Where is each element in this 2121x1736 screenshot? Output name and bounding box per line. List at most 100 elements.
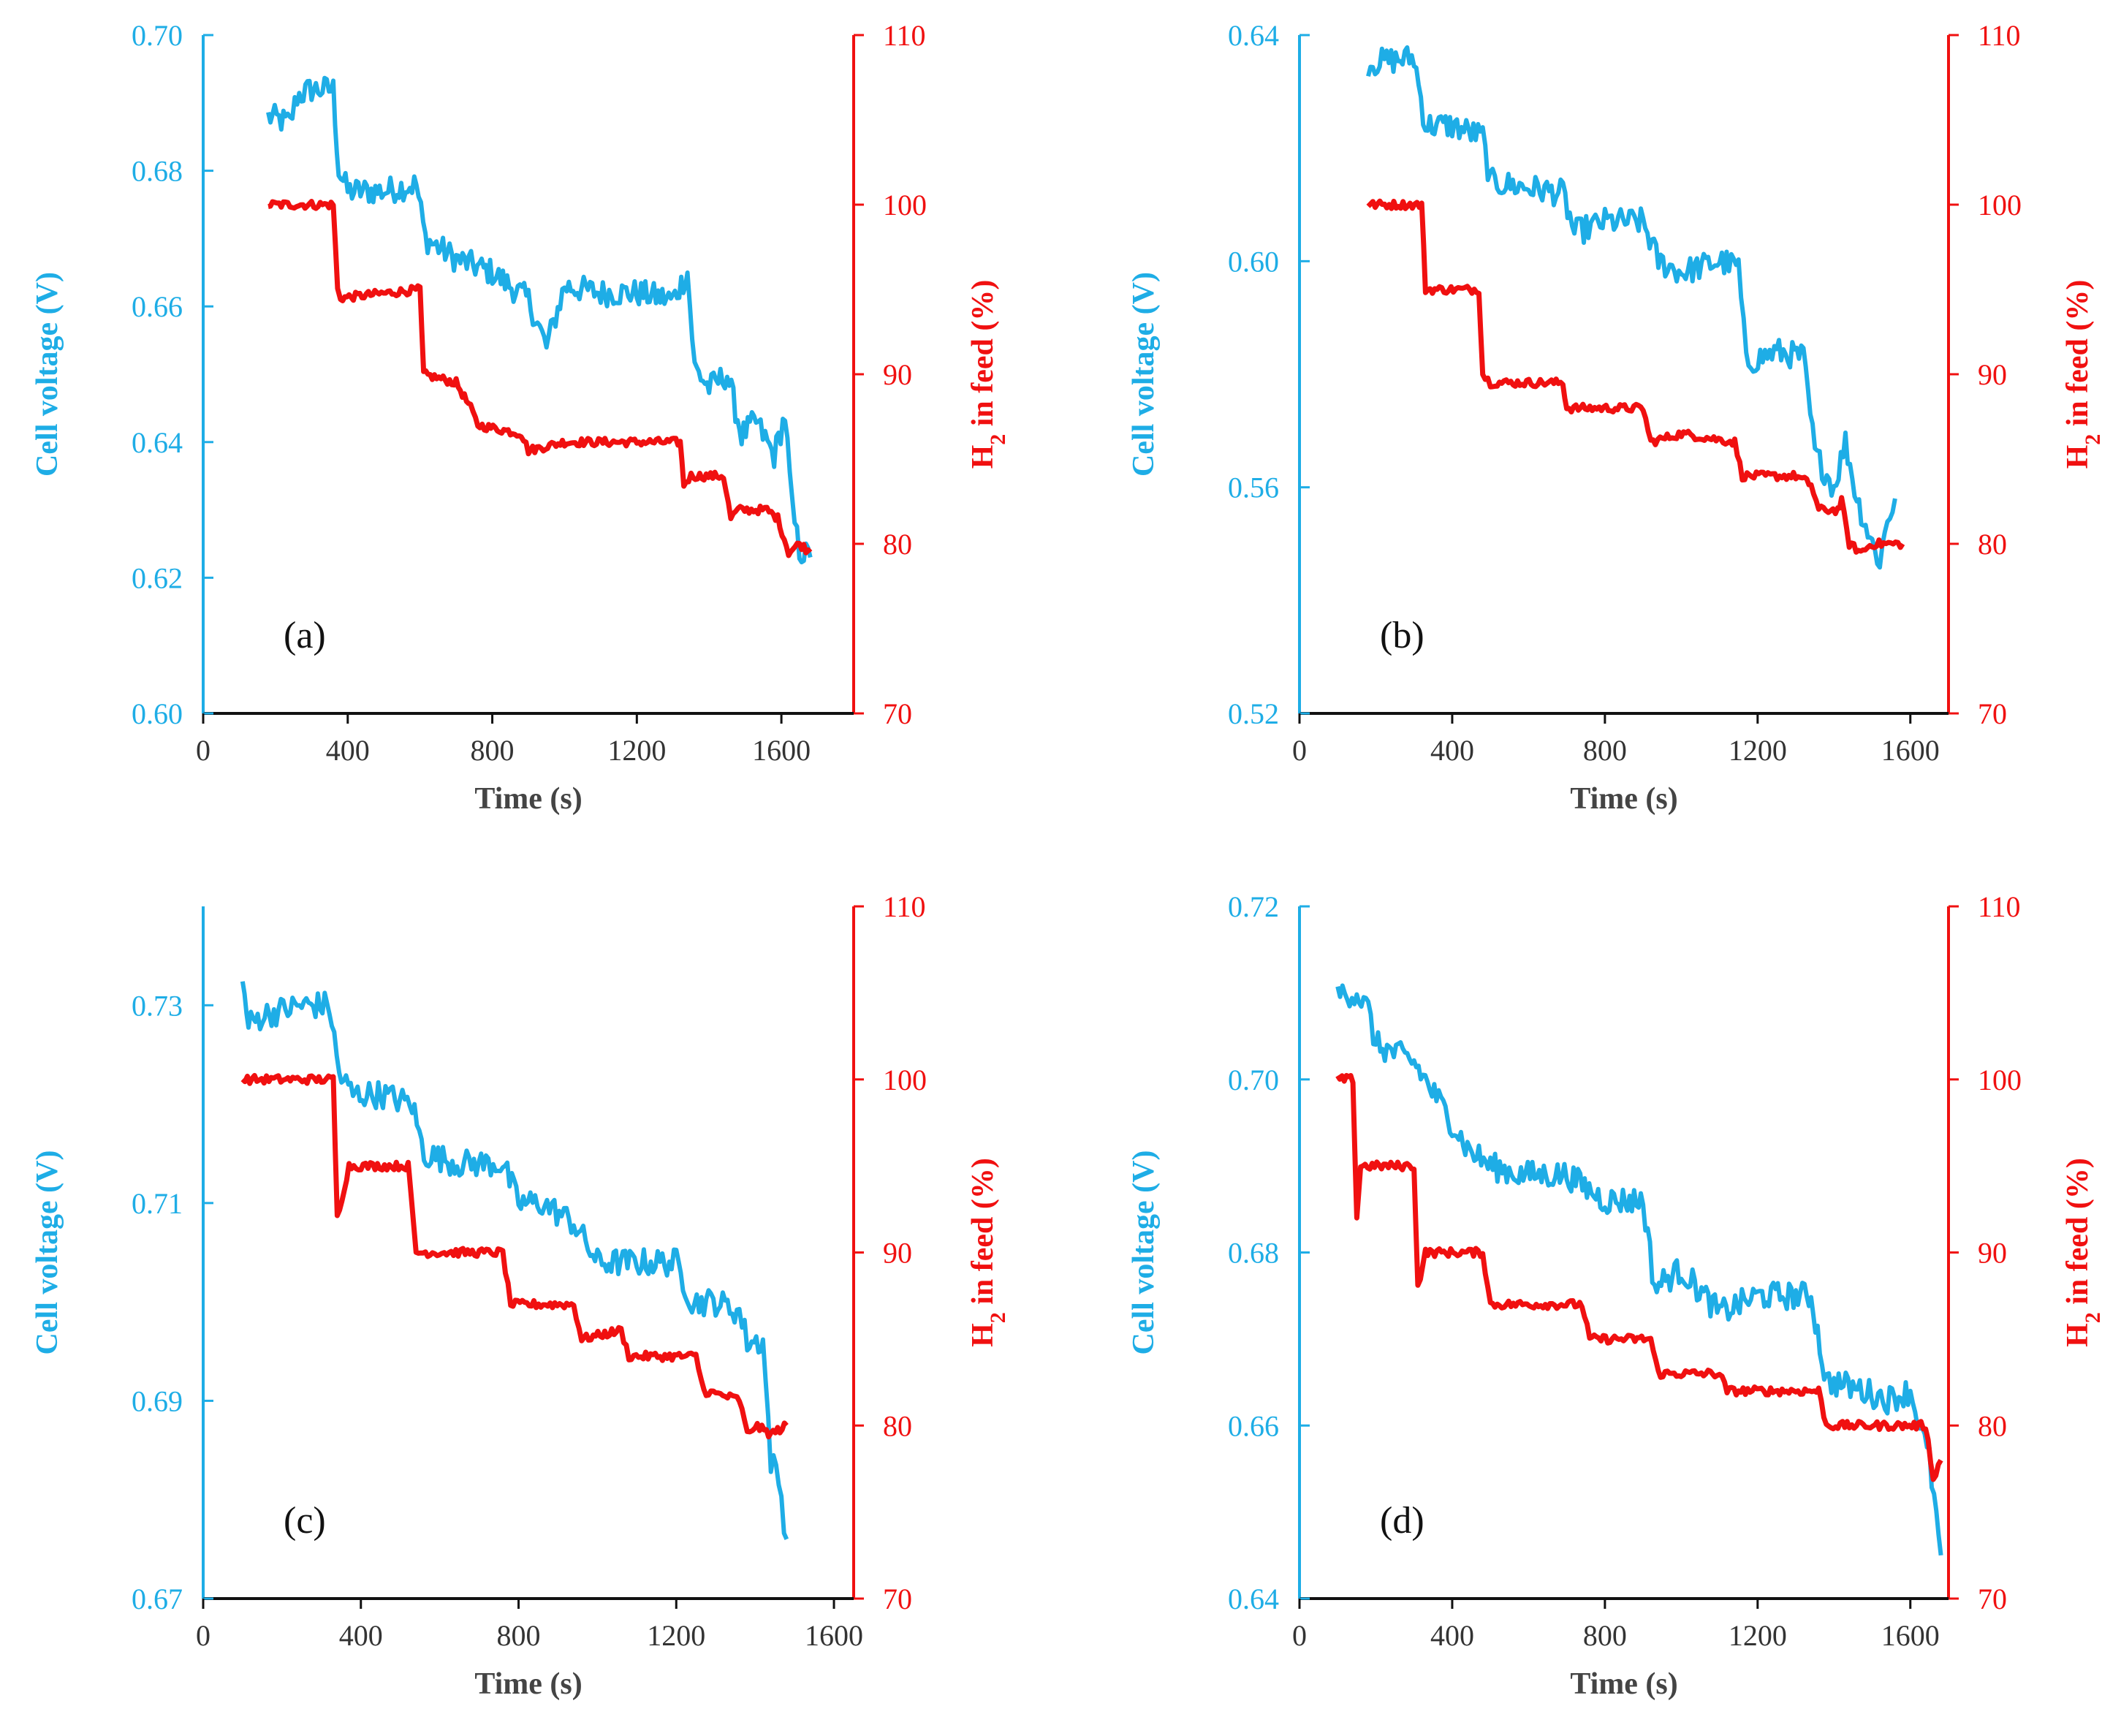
x-tick-label: 1200 [607,734,666,767]
x-tick-label: 800 [1583,734,1627,767]
right-tick-label: 70 [883,1583,912,1615]
left-axis-title: Cell voltage (V) [31,1151,64,1355]
right-tick-label: 100 [883,1064,927,1096]
right-axis-title: H2 in feed (%) [966,1158,1010,1347]
x-tick-label: 0 [196,1619,210,1652]
right-tick-label: 110 [883,890,926,923]
h2-feed-series-line [1366,198,1905,555]
panel-label: (c) [284,1500,326,1542]
left-tick-label: 0.70 [1228,1064,1279,1096]
right-axis-title-rest: in feed (%) [2061,280,2095,434]
left-tick-label: 0.60 [132,697,183,730]
left-tick-label: 0.72 [1228,890,1279,923]
left-tick-label: 0.64 [132,426,183,459]
right-axis-title: H2 in feed (%) [2061,1158,2105,1347]
right-axis-title-main: H [966,445,1000,469]
panel-label: (d) [1380,1500,1424,1542]
right-tick-label: 80 [1978,528,2007,561]
x-tick-label: 1600 [1881,1619,1940,1652]
right-tick-label: 110 [1978,19,2021,52]
left-tick-label: 0.64 [1228,1583,1279,1615]
left-tick-label: 0.52 [1228,697,1279,730]
left-tick-label: 0.73 [132,989,183,1022]
x-axis-title: Time (s) [1570,1667,1677,1701]
x-tick-label: 0 [1292,734,1307,767]
right-axis-title-main: H [2061,1323,2095,1347]
left-tick-label: 0.64 [1228,19,1279,52]
right-tick-label: 90 [883,358,912,391]
cell-voltage-series-line [240,981,789,1541]
right-tick-label: 100 [1978,1064,2022,1096]
panel-label: (b) [1380,615,1424,656]
h2-feed-series-line [1335,1072,1943,1482]
right-tick-label: 110 [883,19,926,52]
right-axis-title-main: H [966,1323,1000,1347]
x-tick-label: 1200 [1729,1619,1787,1652]
x-axis-title: Time (s) [474,1667,582,1701]
x-tick-label: 400 [1430,734,1474,767]
x-tick-label: 0 [1292,1619,1307,1652]
left-tick-label: 0.68 [1228,1237,1279,1270]
h2-feed-series-line [268,199,813,558]
x-tick-label: 1600 [752,734,811,767]
right-axis-title-subscript: 2 [986,434,1010,445]
x-tick-label: 0 [196,734,210,767]
left-tick-label: 0.67 [132,1583,183,1615]
left-tick-label: 0.56 [1228,471,1279,504]
left-tick-label: 0.66 [1228,1409,1279,1442]
x-axis-title: Time (s) [474,782,582,816]
panel-c: 0.67 0.69 0.71 0.73 70 80 90 100 110 0 400 800 1200 1… [31,890,1010,1701]
panel-d: 0.64 0.66 0.68 0.70 0.72 70 80 90 100 110 0 400 800 1… [1127,890,2105,1701]
right-tick-label: 70 [1978,1583,2007,1615]
left-tick-label: 0.60 [1228,245,1279,278]
h2-feed-series-line [240,1072,789,1440]
x-axis-title: Time (s) [1570,782,1677,816]
panel-b: 0.52 0.56 0.60 0.64 70 80 90 100 110 0 400 800 1200 1… [1127,19,2105,816]
left-tick-label: 0.70 [132,19,183,52]
right-tick-label: 80 [883,528,912,561]
x-tick-label: 1200 [647,1619,705,1652]
x-tick-label: 400 [1430,1619,1474,1652]
x-tick-label: 400 [326,734,370,767]
x-tick-label: 800 [471,734,515,767]
left-tick-label: 0.62 [132,561,183,594]
right-tick-label: 110 [1978,890,2021,923]
right-tick-label: 90 [1978,1237,2007,1270]
x-tick-label: 1200 [1729,734,1787,767]
x-tick-label: 1600 [805,1619,863,1652]
right-tick-label: 70 [1978,697,2007,730]
right-axis-title-subscript: 2 [2081,434,2105,445]
cell-voltage-series-line [1335,983,1943,1556]
right-tick-label: 100 [883,189,927,221]
left-axis-title: Cell voltage (V) [1127,272,1161,477]
right-tick-label: 80 [883,1409,912,1442]
right-axis-title: H2 in feed (%) [966,280,1010,469]
cell-voltage-series-line [1366,45,1897,570]
panel-a: 0.60 0.62 0.64 0.66 0.68 0.70 70 80 90 100 110 0 400… [31,19,1010,816]
right-tick-label: 70 [883,697,912,730]
x-tick-label: 400 [339,1619,383,1652]
right-axis-title-rest: in feed (%) [966,280,1000,434]
right-axis-title-subscript: 2 [986,1312,1010,1323]
left-tick-label: 0.69 [132,1384,183,1417]
x-tick-label: 800 [497,1619,541,1652]
left-axis-title: Cell voltage (V) [31,272,64,477]
right-tick-label: 80 [1978,1409,2007,1442]
right-tick-label: 100 [1978,189,2022,221]
x-tick-label: 800 [1583,1619,1627,1652]
right-axis-title-subscript: 2 [2081,1312,2105,1323]
x-tick-label: 1600 [1881,734,1940,767]
right-axis-title-rest: in feed (%) [966,1158,1000,1312]
left-axis-title: Cell voltage (V) [1127,1151,1161,1355]
right-tick-label: 90 [1978,358,2007,391]
right-axis-title: H2 in feed (%) [2061,280,2105,469]
panel-label: (a) [284,615,326,656]
left-tick-label: 0.71 [132,1187,183,1220]
right-axis-title-main: H [2061,445,2095,469]
left-tick-label: 0.68 [132,155,183,188]
right-axis-title-rest: in feed (%) [2061,1158,2095,1312]
right-tick-label: 90 [883,1237,912,1270]
left-tick-label: 0.66 [132,290,183,323]
cell-voltage-series-line [266,75,813,565]
